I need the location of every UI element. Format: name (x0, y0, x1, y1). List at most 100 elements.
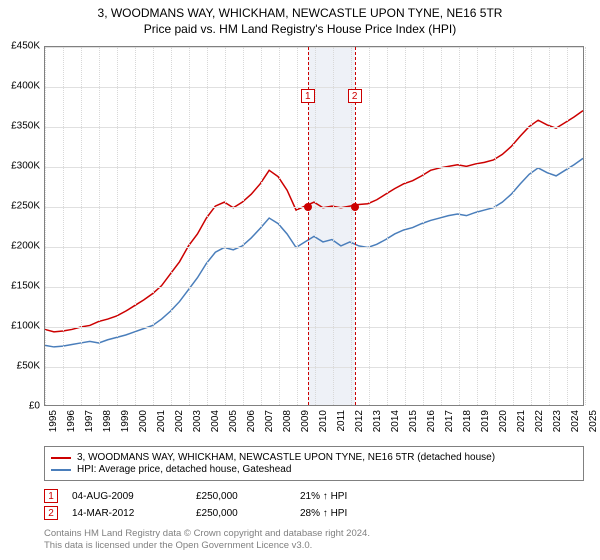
x-axis-tick-label: 2020 (498, 410, 509, 432)
gridline-horizontal (45, 87, 583, 88)
event-row: 2 14-MAR-2012 £250,000 28% ↑ HPI (44, 506, 584, 520)
event-badge-icon: 1 (301, 89, 315, 103)
gridline-vertical (45, 47, 46, 405)
x-axis-tick-label: 2012 (354, 410, 365, 432)
footer-attribution: Contains HM Land Registry data © Crown c… (44, 528, 584, 553)
plot-area: 12 (44, 46, 584, 406)
event-badge-icon: 2 (348, 89, 362, 103)
gridline-vertical (459, 47, 460, 405)
gridline-vertical (315, 47, 316, 405)
event-badge-icon: 2 (44, 506, 58, 520)
gridline-vertical (369, 47, 370, 405)
y-axis-tick-label: £400K (11, 81, 40, 92)
x-axis-tick-label: 2003 (192, 410, 203, 432)
x-axis-tick-label: 2021 (516, 410, 527, 432)
x-axis-tick-label: 2011 (336, 410, 347, 432)
gridline-horizontal (45, 167, 583, 168)
title-address: 3, WOODMANS WAY, WHICKHAM, NEWCASTLE UPO… (10, 6, 590, 20)
x-axis-tick-label: 1995 (48, 410, 59, 432)
gridline-vertical (477, 47, 478, 405)
y-axis-tick-label: £150K (11, 281, 40, 292)
x-axis-tick-label: 2005 (228, 410, 239, 432)
x-axis-tick-label: 2022 (534, 410, 545, 432)
legend-swatch-property (51, 457, 71, 459)
gridline-horizontal (45, 287, 583, 288)
x-axis-tick-label: 1998 (102, 410, 113, 432)
gridline-vertical (189, 47, 190, 405)
x-axis-tick-label: 2002 (174, 410, 185, 432)
gridline-vertical (549, 47, 550, 405)
gridline-vertical (405, 47, 406, 405)
series-line-property_price (45, 111, 583, 332)
event-marker-dot (304, 203, 312, 211)
y-axis-tick-label: £250K (11, 201, 40, 212)
event-date: 04-AUG-2009 (62, 491, 192, 502)
y-axis-tick-label: £300K (11, 161, 40, 172)
gridline-vertical (387, 47, 388, 405)
x-axis-tick-label: 2008 (282, 410, 293, 432)
gridline-horizontal (45, 127, 583, 128)
gridline-vertical (99, 47, 100, 405)
y-axis-tick-label: £200K (11, 241, 40, 252)
event-row: 1 04-AUG-2009 £250,000 21% ↑ HPI (44, 489, 584, 503)
x-axis-tick-label: 2024 (570, 410, 581, 432)
x-axis-tick-label: 2019 (480, 410, 491, 432)
y-axis-tick-label: £450K (11, 41, 40, 52)
chart-title: 3, WOODMANS WAY, WHICKHAM, NEWCASTLE UPO… (0, 0, 600, 40)
gridline-vertical (243, 47, 244, 405)
gridline-vertical (117, 47, 118, 405)
x-axis-tick-label: 2001 (156, 410, 167, 432)
x-axis-tick-label: 2014 (390, 410, 401, 432)
gridline-vertical (225, 47, 226, 405)
gridline-vertical (153, 47, 154, 405)
x-axis-tick-label: 2015 (408, 410, 419, 432)
y-axis-tick-label: £350K (11, 121, 40, 132)
legend-swatch-hpi (51, 469, 71, 471)
x-axis-tick-label: 2017 (444, 410, 455, 432)
gridline-horizontal (45, 327, 583, 328)
gridline-vertical (567, 47, 568, 405)
x-axis-tick-label: 2023 (552, 410, 563, 432)
gridline-vertical (333, 47, 334, 405)
legend-box: 3, WOODMANS WAY, WHICKHAM, NEWCASTLE UPO… (44, 446, 584, 481)
gridline-vertical (513, 47, 514, 405)
y-axis-tick-label: £100K (11, 321, 40, 332)
legend-item-property: 3, WOODMANS WAY, WHICKHAM, NEWCASTLE UPO… (51, 452, 577, 463)
x-axis-tick-label: 1996 (66, 410, 77, 432)
y-axis-tick-label: £50K (17, 361, 40, 372)
legend-label-property: 3, WOODMANS WAY, WHICKHAM, NEWCASTLE UPO… (77, 452, 495, 463)
gridline-vertical (63, 47, 64, 405)
event-date: 14-MAR-2012 (62, 508, 192, 519)
x-axis-tick-label: 2009 (300, 410, 311, 432)
x-axis-tick-label: 2013 (372, 410, 383, 432)
x-axis-tick-label: 2025 (588, 410, 599, 432)
title-subtitle: Price paid vs. HM Land Registry's House … (10, 22, 590, 36)
gridline-vertical (261, 47, 262, 405)
chart-container: 3, WOODMANS WAY, WHICKHAM, NEWCASTLE UPO… (0, 0, 600, 560)
footer-line2: This data is licensed under the Open Gov… (44, 540, 584, 552)
x-axis-tick-label: 2006 (246, 410, 257, 432)
x-axis-tick-label: 2000 (138, 410, 149, 432)
gridline-vertical (81, 47, 82, 405)
footer-line1: Contains HM Land Registry data © Crown c… (44, 528, 584, 540)
gridline-horizontal (45, 367, 583, 368)
x-axis-tick-label: 2010 (318, 410, 329, 432)
event-price: £250,000 (196, 508, 296, 519)
gridline-vertical (297, 47, 298, 405)
legend-item-hpi: HPI: Average price, detached house, Gate… (51, 464, 577, 475)
y-axis-tick-label: £0 (29, 401, 40, 412)
x-axis-tick-label: 2016 (426, 410, 437, 432)
series-line-hpi_gateshead (45, 158, 583, 347)
event-hpi-delta: 28% ↑ HPI (300, 508, 420, 519)
event-badge-icon: 1 (44, 489, 58, 503)
gridline-vertical (135, 47, 136, 405)
gridline-horizontal (45, 247, 583, 248)
event-price: £250,000 (196, 491, 296, 502)
gridline-vertical (441, 47, 442, 405)
gridline-vertical (495, 47, 496, 405)
gridline-vertical (207, 47, 208, 405)
gridline-horizontal (45, 207, 583, 208)
x-axis-tick-label: 2007 (264, 410, 275, 432)
x-axis-tick-label: 1999 (120, 410, 131, 432)
gridline-vertical (171, 47, 172, 405)
